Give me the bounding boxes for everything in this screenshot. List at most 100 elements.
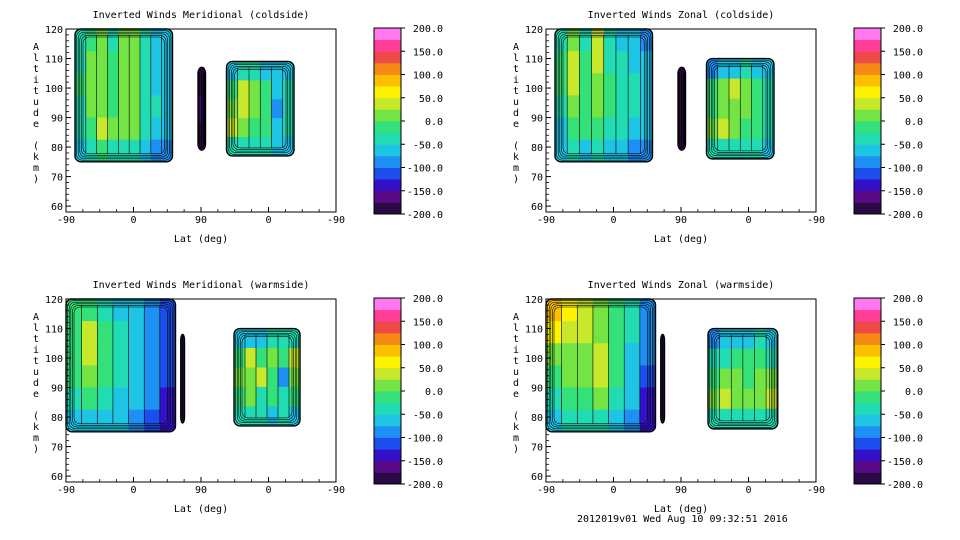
contour-cell <box>75 117 87 141</box>
chart-svg: Inverted Winds Meridional (coldside) -90 0… <box>33 10 443 245</box>
contour-cell <box>628 95 641 119</box>
contour-cell <box>237 99 250 119</box>
contour-cell <box>591 95 605 119</box>
chart-svg: Inverted Winds Meridional (warmside) -90 0… <box>33 280 443 515</box>
contour-cell <box>96 51 109 74</box>
panel-meridional-coldside: Inverted Winds Meridional (coldside) -90 0… <box>0 0 480 270</box>
colorbar-band <box>854 51 881 64</box>
colorbar-tick-label: -50.0 <box>893 410 923 421</box>
contour-cell <box>731 328 744 350</box>
contour-cell <box>731 388 744 410</box>
colorbar-band <box>854 391 881 404</box>
contour-cell <box>245 406 257 426</box>
y-tick-label: 120 <box>525 25 543 36</box>
colorbar-tick-label: 200.0 <box>413 294 443 305</box>
contour-line <box>236 331 298 424</box>
contour-cell <box>766 408 778 429</box>
contour-cell <box>766 368 778 390</box>
contour-line <box>548 301 653 429</box>
contour-cell <box>624 321 641 344</box>
contour-cell <box>96 29 109 52</box>
y-tick-label: 70 <box>531 173 543 184</box>
data-segment <box>66 299 176 432</box>
x-tick-label: -90 <box>537 485 555 496</box>
y-tick-label: 70 <box>531 443 543 454</box>
contour-cell <box>608 321 625 344</box>
data-segment <box>555 29 653 162</box>
contour-cell <box>591 117 605 141</box>
x-tick-label: 0 <box>265 485 271 496</box>
contour-cell <box>628 139 641 162</box>
data-segment <box>546 299 656 432</box>
y-tick-label: 110 <box>525 325 543 336</box>
colorbar-band <box>374 109 401 122</box>
contour-cell <box>719 388 732 410</box>
contour-cell <box>729 78 741 100</box>
contour-cell <box>579 95 593 119</box>
contour-cell <box>140 51 152 74</box>
chart-title: Inverted Winds Zonal (warmside) <box>588 280 775 291</box>
colorbar-band <box>374 449 401 462</box>
contour-cell <box>150 95 163 119</box>
contour-cell <box>592 321 610 344</box>
contour-line <box>686 75 688 142</box>
contour-cell <box>719 368 732 390</box>
contour-cell <box>128 299 145 322</box>
contour-cell <box>271 99 284 119</box>
contour-cell <box>289 406 300 426</box>
contour-cell <box>577 321 594 344</box>
colorbar-band <box>854 121 881 134</box>
contour-cell <box>140 29 152 52</box>
colorbar-band <box>854 298 881 311</box>
contour-cell <box>107 95 119 119</box>
contour-cell <box>603 51 617 74</box>
contour-cell <box>731 348 744 370</box>
contour-cell <box>615 29 629 52</box>
colorbar-band <box>374 28 401 41</box>
contour-cell <box>150 51 163 74</box>
colorbar-tick-label: 100.0 <box>413 341 443 352</box>
colorbar-band <box>854 309 881 322</box>
colorbar-tick-label: 150.0 <box>893 317 923 328</box>
contour-cell <box>706 78 719 100</box>
colorbar-tick-label: 100.0 <box>413 71 443 82</box>
y-tick-label: 100 <box>45 354 63 365</box>
colorbar-tick-label: -100.0 <box>407 434 443 445</box>
contour-cell <box>144 343 161 367</box>
contour-cell <box>731 408 744 429</box>
x-tick-label: 90 <box>675 485 687 496</box>
colorbar-tick-label: 100.0 <box>893 341 923 352</box>
x-axis-label: Lat (deg) <box>174 504 228 515</box>
contour-cell <box>591 139 605 162</box>
contour-cell <box>129 51 141 74</box>
contour-cell <box>628 73 641 97</box>
contour-cell <box>271 80 284 100</box>
contour-cell <box>161 117 173 141</box>
contour-line <box>76 30 172 161</box>
contour-cell <box>144 387 161 411</box>
contour-cell <box>592 387 610 411</box>
y-tick-label: 80 <box>51 143 63 154</box>
colorbar-tick-label: 200.0 <box>893 24 923 35</box>
y-tick-label: 70 <box>51 443 63 454</box>
contour-cell <box>762 78 774 100</box>
contour-cell <box>706 138 719 159</box>
contour-cell <box>260 118 273 138</box>
contour-cell <box>267 386 279 408</box>
contour-cell <box>271 137 284 156</box>
contour-cell <box>754 408 767 429</box>
colorbar-band <box>374 367 401 380</box>
contour-cell <box>75 95 87 119</box>
contour-cell <box>97 365 114 389</box>
contour-line <box>707 59 773 158</box>
colorbar-band <box>374 167 401 180</box>
contour-cell <box>144 299 161 322</box>
contour-cell <box>112 343 130 367</box>
contour-line <box>73 306 168 425</box>
colorbar-tick-label: 50.0 <box>899 364 923 375</box>
contour-cell <box>226 80 239 100</box>
contour-cell <box>628 51 641 74</box>
colorbar-band <box>854 460 881 473</box>
colorbar-tick-label: 200.0 <box>413 24 443 35</box>
contour-cell <box>129 29 141 52</box>
